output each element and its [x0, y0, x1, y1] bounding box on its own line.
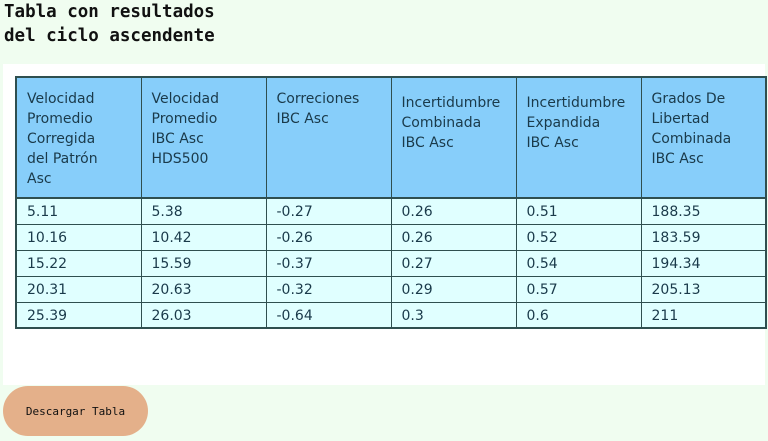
- table-cell: 0.51: [516, 198, 642, 225]
- header-line: del Patrón: [27, 151, 98, 167]
- table-cell: 26.03: [141, 302, 267, 329]
- results-table: Velocidad Promedio Corregida del Patrón …: [15, 76, 767, 329]
- table-cell: 0.3: [391, 302, 517, 329]
- table-cell: 5.38: [141, 198, 267, 225]
- header-velocidad-ibc: Velocidad Promedio IBC Asc HDS500: [141, 77, 267, 198]
- table-header-row: Velocidad Promedio Corregida del Patrón …: [16, 77, 766, 198]
- table-cell: 0.52: [516, 224, 642, 251]
- header-velocidad-patron: Velocidad Promedio Corregida del Patrón …: [16, 77, 142, 198]
- page-title-line-1: Tabla con resultados: [4, 2, 215, 22]
- table-cell: -0.27: [266, 198, 392, 225]
- table-cell: 0.6: [516, 302, 642, 329]
- table-cell: 20.63: [141, 276, 267, 303]
- table-cell: 194.34: [641, 250, 766, 277]
- download-table-button[interactable]: Descargar Tabla: [3, 386, 148, 436]
- table-cell: 205.13: [641, 276, 766, 303]
- table-cell: -0.64: [266, 302, 392, 329]
- header-line: Promedio: [27, 111, 93, 127]
- table-row: 25.39 26.03 -0.64 0.3 0.6 211: [16, 302, 766, 329]
- header-line: Velocidad: [27, 91, 95, 107]
- header-line: Grados De: [651, 91, 726, 107]
- header-line: Combinada: [651, 131, 732, 147]
- table-cell: 25.39: [16, 302, 142, 329]
- table-row: 5.11 5.38 -0.27 0.26 0.51 188.35: [16, 198, 766, 225]
- table-cell: 15.22: [16, 250, 142, 277]
- table-cell: 10.42: [141, 224, 267, 251]
- table-cell: 15.59: [141, 250, 267, 277]
- table-row: 10.16 10.42 -0.26 0.26 0.52 183.59: [16, 224, 766, 251]
- header-line: Correciones: [276, 91, 360, 107]
- header-line: Asc: [27, 171, 52, 187]
- page-title-line-2: del ciclo ascendente: [4, 26, 215, 46]
- header-line: Corregida: [27, 131, 96, 147]
- table-cell: -0.32: [266, 276, 392, 303]
- header-grados-libertad: Grados De Libertad Combinada IBC Asc: [641, 77, 766, 198]
- page-title: Tabla con resultados del ciclo ascendent…: [4, 0, 215, 48]
- table-cell: 5.11: [16, 198, 142, 225]
- header-line: IBC Asc: [526, 135, 579, 151]
- results-panel: Velocidad Promedio Corregida del Patrón …: [3, 64, 767, 385]
- header-incertidumbre-combinada: Incertidumbre Combinada IBC Asc: [391, 77, 517, 198]
- table-cell: 0.54: [516, 250, 642, 277]
- header-line: Incertidumbre: [401, 95, 501, 111]
- table-row: 20.31 20.63 -0.32 0.29 0.57 205.13: [16, 276, 766, 303]
- table-cell: 211: [641, 302, 766, 329]
- header-line: IBC Asc: [651, 151, 704, 167]
- table-cell: 188.35: [641, 198, 766, 225]
- header-line: Incertidumbre: [526, 95, 626, 111]
- header-line: IBC Asc: [401, 135, 454, 151]
- header-line: Combinada: [401, 115, 482, 131]
- header-correciones: Correciones IBC Asc: [266, 77, 392, 198]
- header-line: Promedio: [151, 111, 218, 127]
- table-cell: 0.29: [391, 276, 517, 303]
- table-cell: 0.26: [391, 224, 517, 251]
- table-cell: 0.27: [391, 250, 517, 277]
- table-cell: 10.16: [16, 224, 142, 251]
- header-line: IBC Asc: [276, 111, 329, 127]
- header-line: Libertad: [651, 111, 710, 127]
- header-line: Velocidad: [151, 91, 220, 107]
- table-row: 15.22 15.59 -0.37 0.27 0.54 194.34: [16, 250, 766, 277]
- table-cell: 0.57: [516, 276, 642, 303]
- table-cell: 0.26: [391, 198, 517, 225]
- header-line: IBC Asc: [151, 131, 204, 147]
- table-cell: -0.37: [266, 250, 392, 277]
- table-cell: -0.26: [266, 224, 392, 251]
- header-line: Expandida: [526, 115, 601, 131]
- table-cell: 183.59: [641, 224, 766, 251]
- table-cell: 20.31: [16, 276, 142, 303]
- header-incertidumbre-expandida: Incertidumbre Expandida IBC Asc: [516, 77, 642, 198]
- header-line: HDS500: [151, 151, 209, 167]
